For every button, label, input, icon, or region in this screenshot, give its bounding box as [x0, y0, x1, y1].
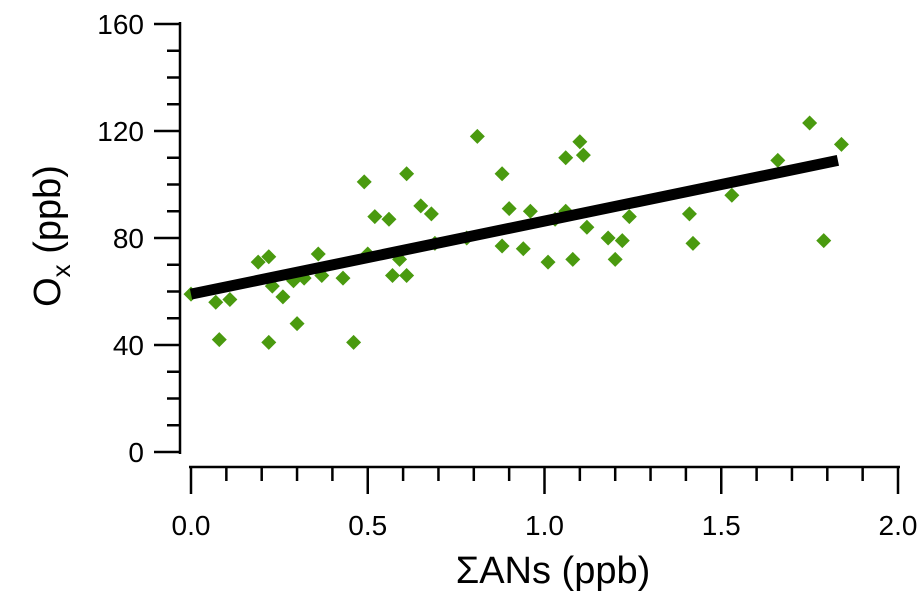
data-point — [423, 206, 439, 222]
x-tick-label: 1.0 — [525, 510, 564, 541]
data-points — [183, 115, 849, 350]
data-point — [211, 332, 227, 348]
y-tick-label: 80 — [113, 223, 144, 254]
data-point — [614, 233, 630, 249]
data-point — [522, 203, 538, 219]
data-point — [572, 134, 588, 150]
y-axis-title-main: O — [27, 277, 69, 307]
data-point — [540, 254, 556, 270]
y-axis-title: Ox (ppb) — [27, 165, 76, 307]
data-point — [515, 241, 531, 257]
data-point — [222, 292, 238, 308]
data-point — [384, 267, 400, 283]
data-point — [261, 334, 277, 350]
data-point — [381, 211, 397, 227]
data-point — [802, 115, 818, 131]
x-tick-label: 0.0 — [172, 510, 211, 541]
data-point — [335, 270, 351, 286]
data-point — [399, 267, 415, 283]
data-point — [346, 334, 362, 350]
x-tick-label: 1.5 — [702, 510, 741, 541]
data-point — [469, 128, 485, 144]
data-point — [579, 219, 595, 235]
data-point — [208, 294, 224, 310]
fit-line — [189, 155, 840, 300]
data-point — [724, 187, 740, 203]
data-point — [310, 246, 326, 262]
y-axis: 0 40 80 120 160 — [97, 9, 182, 468]
data-point — [685, 235, 701, 251]
data-point — [289, 316, 305, 332]
data-point — [501, 201, 517, 217]
y-tick-label: 160 — [97, 9, 144, 40]
data-point — [250, 254, 266, 270]
data-point — [833, 136, 849, 152]
data-point — [565, 251, 581, 267]
data-point — [413, 198, 429, 214]
data-point — [494, 238, 510, 254]
data-point — [399, 166, 415, 182]
y-tick-label: 120 — [97, 116, 144, 147]
y-axis-title-subscript: x — [46, 264, 76, 277]
data-point — [356, 174, 372, 190]
data-point — [367, 209, 383, 225]
data-point — [558, 150, 574, 166]
data-point — [681, 206, 697, 222]
data-point — [600, 230, 616, 246]
data-point — [621, 209, 637, 225]
data-point — [275, 289, 291, 305]
data-point — [816, 233, 832, 249]
data-point — [607, 251, 623, 267]
data-point — [575, 147, 591, 163]
x-tick-label: 2.0 — [879, 510, 918, 541]
data-point — [494, 166, 510, 182]
x-tick-label: 0.5 — [348, 510, 387, 541]
y-tick-label: 0 — [128, 437, 144, 468]
y-tick-label: 40 — [113, 330, 144, 361]
x-axis: 0.0 0.5 1.0 1.5 2.0 — [172, 465, 918, 541]
x-axis-title: ΣANs (ppb) — [456, 550, 651, 592]
data-point — [770, 152, 786, 168]
y-axis-title-unit: (ppb) — [27, 165, 69, 264]
fit-line-group — [189, 155, 840, 300]
data-point — [261, 249, 277, 265]
